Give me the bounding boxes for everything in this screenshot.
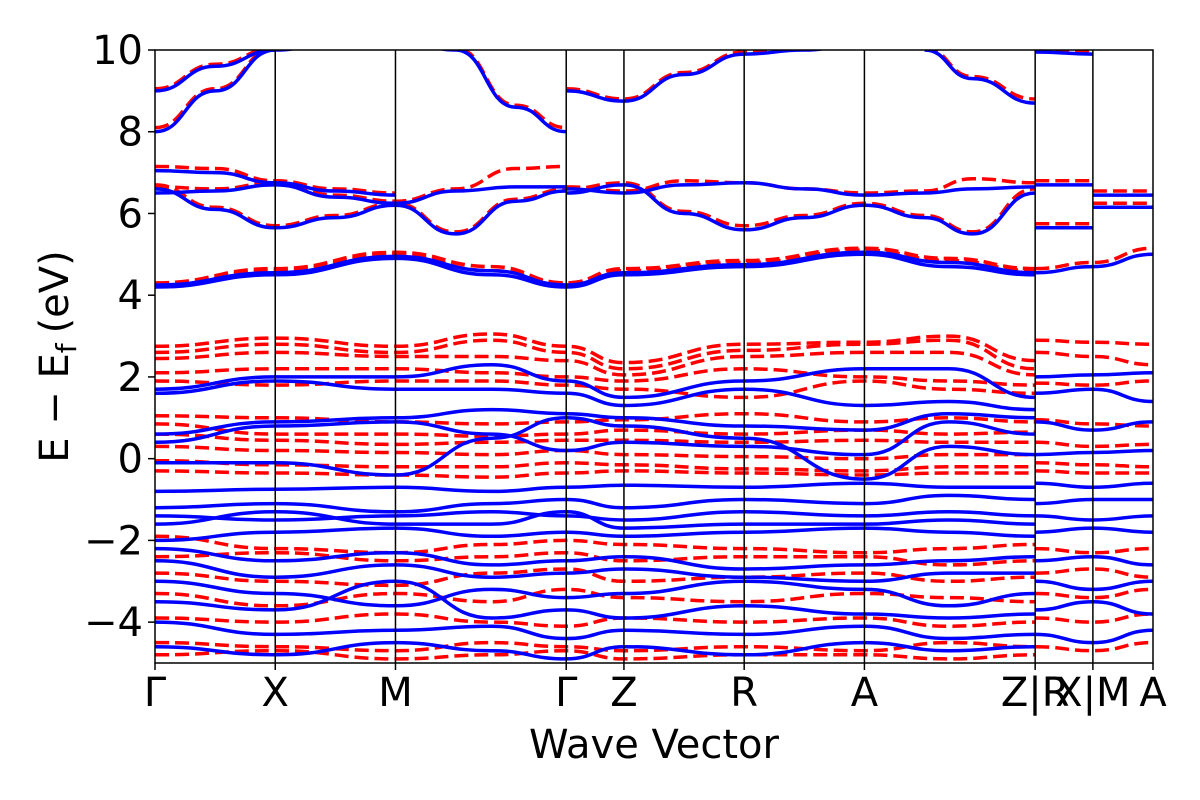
band-dashed-6	[155, 183, 567, 234]
band-dashed-0	[155, 50, 567, 130]
band-solid-22	[1035, 371, 1153, 379]
band-solid-25	[1035, 448, 1153, 457]
band-solid-3	[924, 50, 1036, 105]
band-dashed-2	[566, 50, 794, 101]
band-solid-4	[1035, 50, 1093, 56]
y-tick-label-4: 4	[118, 273, 143, 319]
band-dashed-15	[155, 246, 1036, 285]
band-solid-21	[155, 416, 1036, 481]
band-solid-18	[155, 379, 1036, 412]
band-dashed-35	[155, 534, 1036, 555]
band-dashed-43	[1035, 567, 1153, 579]
band-dashed-17	[155, 332, 1036, 365]
band-dashed-3	[926, 50, 1036, 101]
band-dashed-33	[1035, 461, 1153, 469]
band-solid-27	[155, 493, 1036, 514]
band-solid-30	[155, 526, 1036, 543]
band-lines	[155, 50, 1153, 661]
band-solid-6	[155, 187, 567, 236]
y-tick-label-7: 10	[92, 28, 143, 74]
band-solid-23	[1035, 387, 1153, 404]
band-solid-40	[155, 640, 1036, 661]
band-dashed-25	[155, 444, 1036, 461]
band-solid-7	[155, 183, 567, 206]
band-dashed-20	[155, 367, 1036, 387]
band-dashed-28	[1035, 338, 1153, 346]
band-dashed-36	[155, 550, 1036, 567]
band-solid-39	[155, 620, 1036, 641]
band-dashed-37	[155, 567, 1036, 588]
x-tick-label-7: Z|R	[1001, 670, 1070, 716]
band-solid-16	[1035, 252, 1153, 275]
band-dashed-42	[1035, 546, 1153, 555]
band-solid-1	[155, 50, 276, 93]
band-dashed-22	[155, 411, 1036, 426]
high-symmetry-lines	[274, 50, 1094, 663]
band-solid-20	[155, 420, 1036, 457]
band-solid-33	[1035, 514, 1153, 522]
band-dashed-40	[155, 640, 1036, 653]
band-solid-38	[155, 579, 1036, 620]
band-solid-2	[566, 50, 825, 103]
band-solid-15	[155, 250, 1036, 287]
band-solid-42	[1035, 579, 1153, 592]
y-axis-label-main: E − E	[32, 353, 78, 463]
band-solid-19	[155, 407, 1036, 436]
band-solid-0	[155, 50, 567, 134]
x-tick-label-3: Γ	[555, 670, 578, 716]
x-tick-label-2: M	[378, 670, 413, 716]
band-solid-26	[155, 481, 1036, 494]
x-tick-label-1: X	[262, 670, 289, 716]
y-tick-label-6: 8	[118, 110, 143, 156]
y-axis-label: E − Ef (eV)	[32, 250, 83, 463]
band-dashed-18	[155, 338, 1036, 371]
x-tick-label-4: Z	[610, 670, 637, 716]
band-dashed-19	[155, 350, 1036, 377]
band-solid-44	[1035, 628, 1153, 645]
band-dashed-45	[1035, 612, 1153, 624]
band-dashed-34	[1035, 469, 1153, 475]
x-tick-label-0: Γ	[144, 670, 167, 716]
band-dashed-1	[155, 50, 272, 91]
band-dashed-27	[155, 469, 1036, 479]
band-solid-9	[566, 183, 1036, 236]
band-solid-35	[155, 546, 1036, 571]
y-tick-label-0: −4	[84, 600, 143, 646]
band-dashed-29	[1035, 350, 1153, 367]
y-axis-label-subscript: f	[50, 342, 83, 353]
x-tick-label-5: R	[730, 670, 758, 716]
y-tick-label-3: 2	[118, 355, 143, 401]
band-solid-41	[1035, 554, 1153, 567]
band-solid-29	[155, 510, 1036, 530]
x-tick-label-6: A	[851, 670, 879, 716]
band-dashed-46	[1035, 640, 1153, 653]
band-solid-17	[155, 362, 1036, 400]
band-dashed-44	[1035, 587, 1153, 600]
y-axis-ticks: −4 −2 0 2 4 6 8 10	[84, 28, 155, 646]
band-dashed-7	[155, 164, 567, 203]
y-tick-label-2: 0	[118, 437, 143, 483]
band-solid-34	[1035, 526, 1153, 534]
band-solid-36	[155, 559, 1036, 584]
band-solid-37	[155, 579, 1036, 608]
band-solid-32	[1035, 497, 1153, 506]
x-tick-label-8: X|M	[1055, 670, 1130, 716]
x-tick-label-9: A	[1139, 670, 1167, 716]
y-tick-label-1: −2	[84, 518, 143, 564]
y-axis-label-unit: (eV)	[32, 250, 78, 333]
band-solid-43	[1035, 599, 1153, 616]
x-axis-ticks: Γ X M Γ Z R A Z|RX|M A	[144, 663, 1167, 716]
y-tick-label-5: 6	[118, 191, 143, 237]
band-solid-14	[155, 252, 1036, 289]
x-axis-label: Wave Vector	[529, 722, 780, 768]
band-solid-31	[1035, 481, 1153, 490]
band-dashed-32	[1035, 440, 1153, 449]
band-dashed-16	[1035, 246, 1153, 271]
band-dashed-23	[155, 422, 1036, 438]
band-dashed-39	[155, 612, 1036, 628]
band-dashed-30	[1035, 379, 1153, 387]
plot-frame	[154, 49, 1154, 664]
